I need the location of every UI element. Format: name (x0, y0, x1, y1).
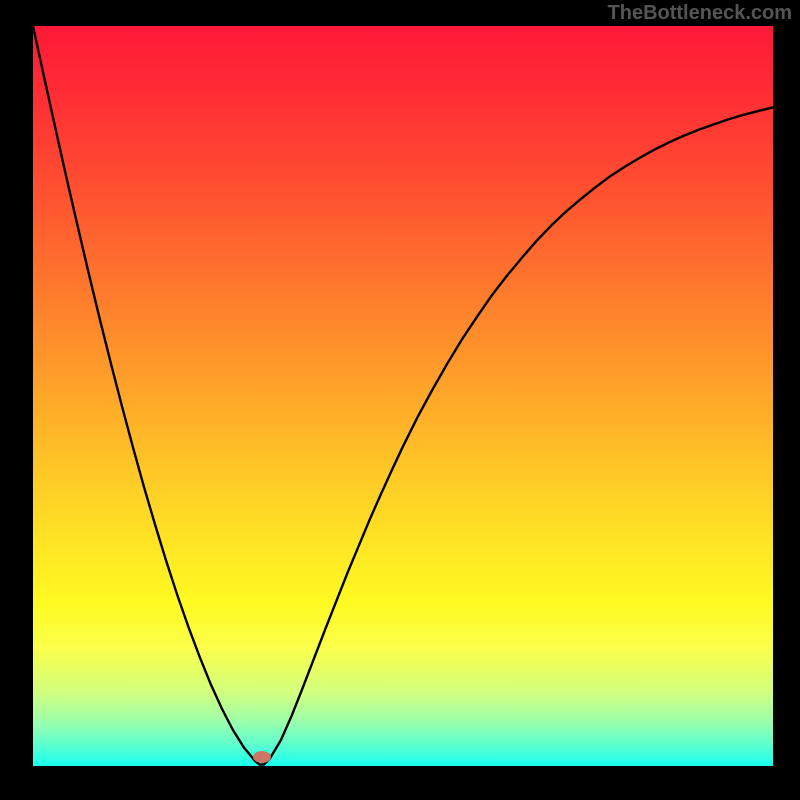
curve-path (33, 26, 773, 765)
plot-area (33, 26, 773, 766)
minimum-marker (253, 751, 271, 763)
watermark-text: TheBottleneck.com (608, 2, 792, 25)
bottleneck-curve (33, 26, 773, 766)
